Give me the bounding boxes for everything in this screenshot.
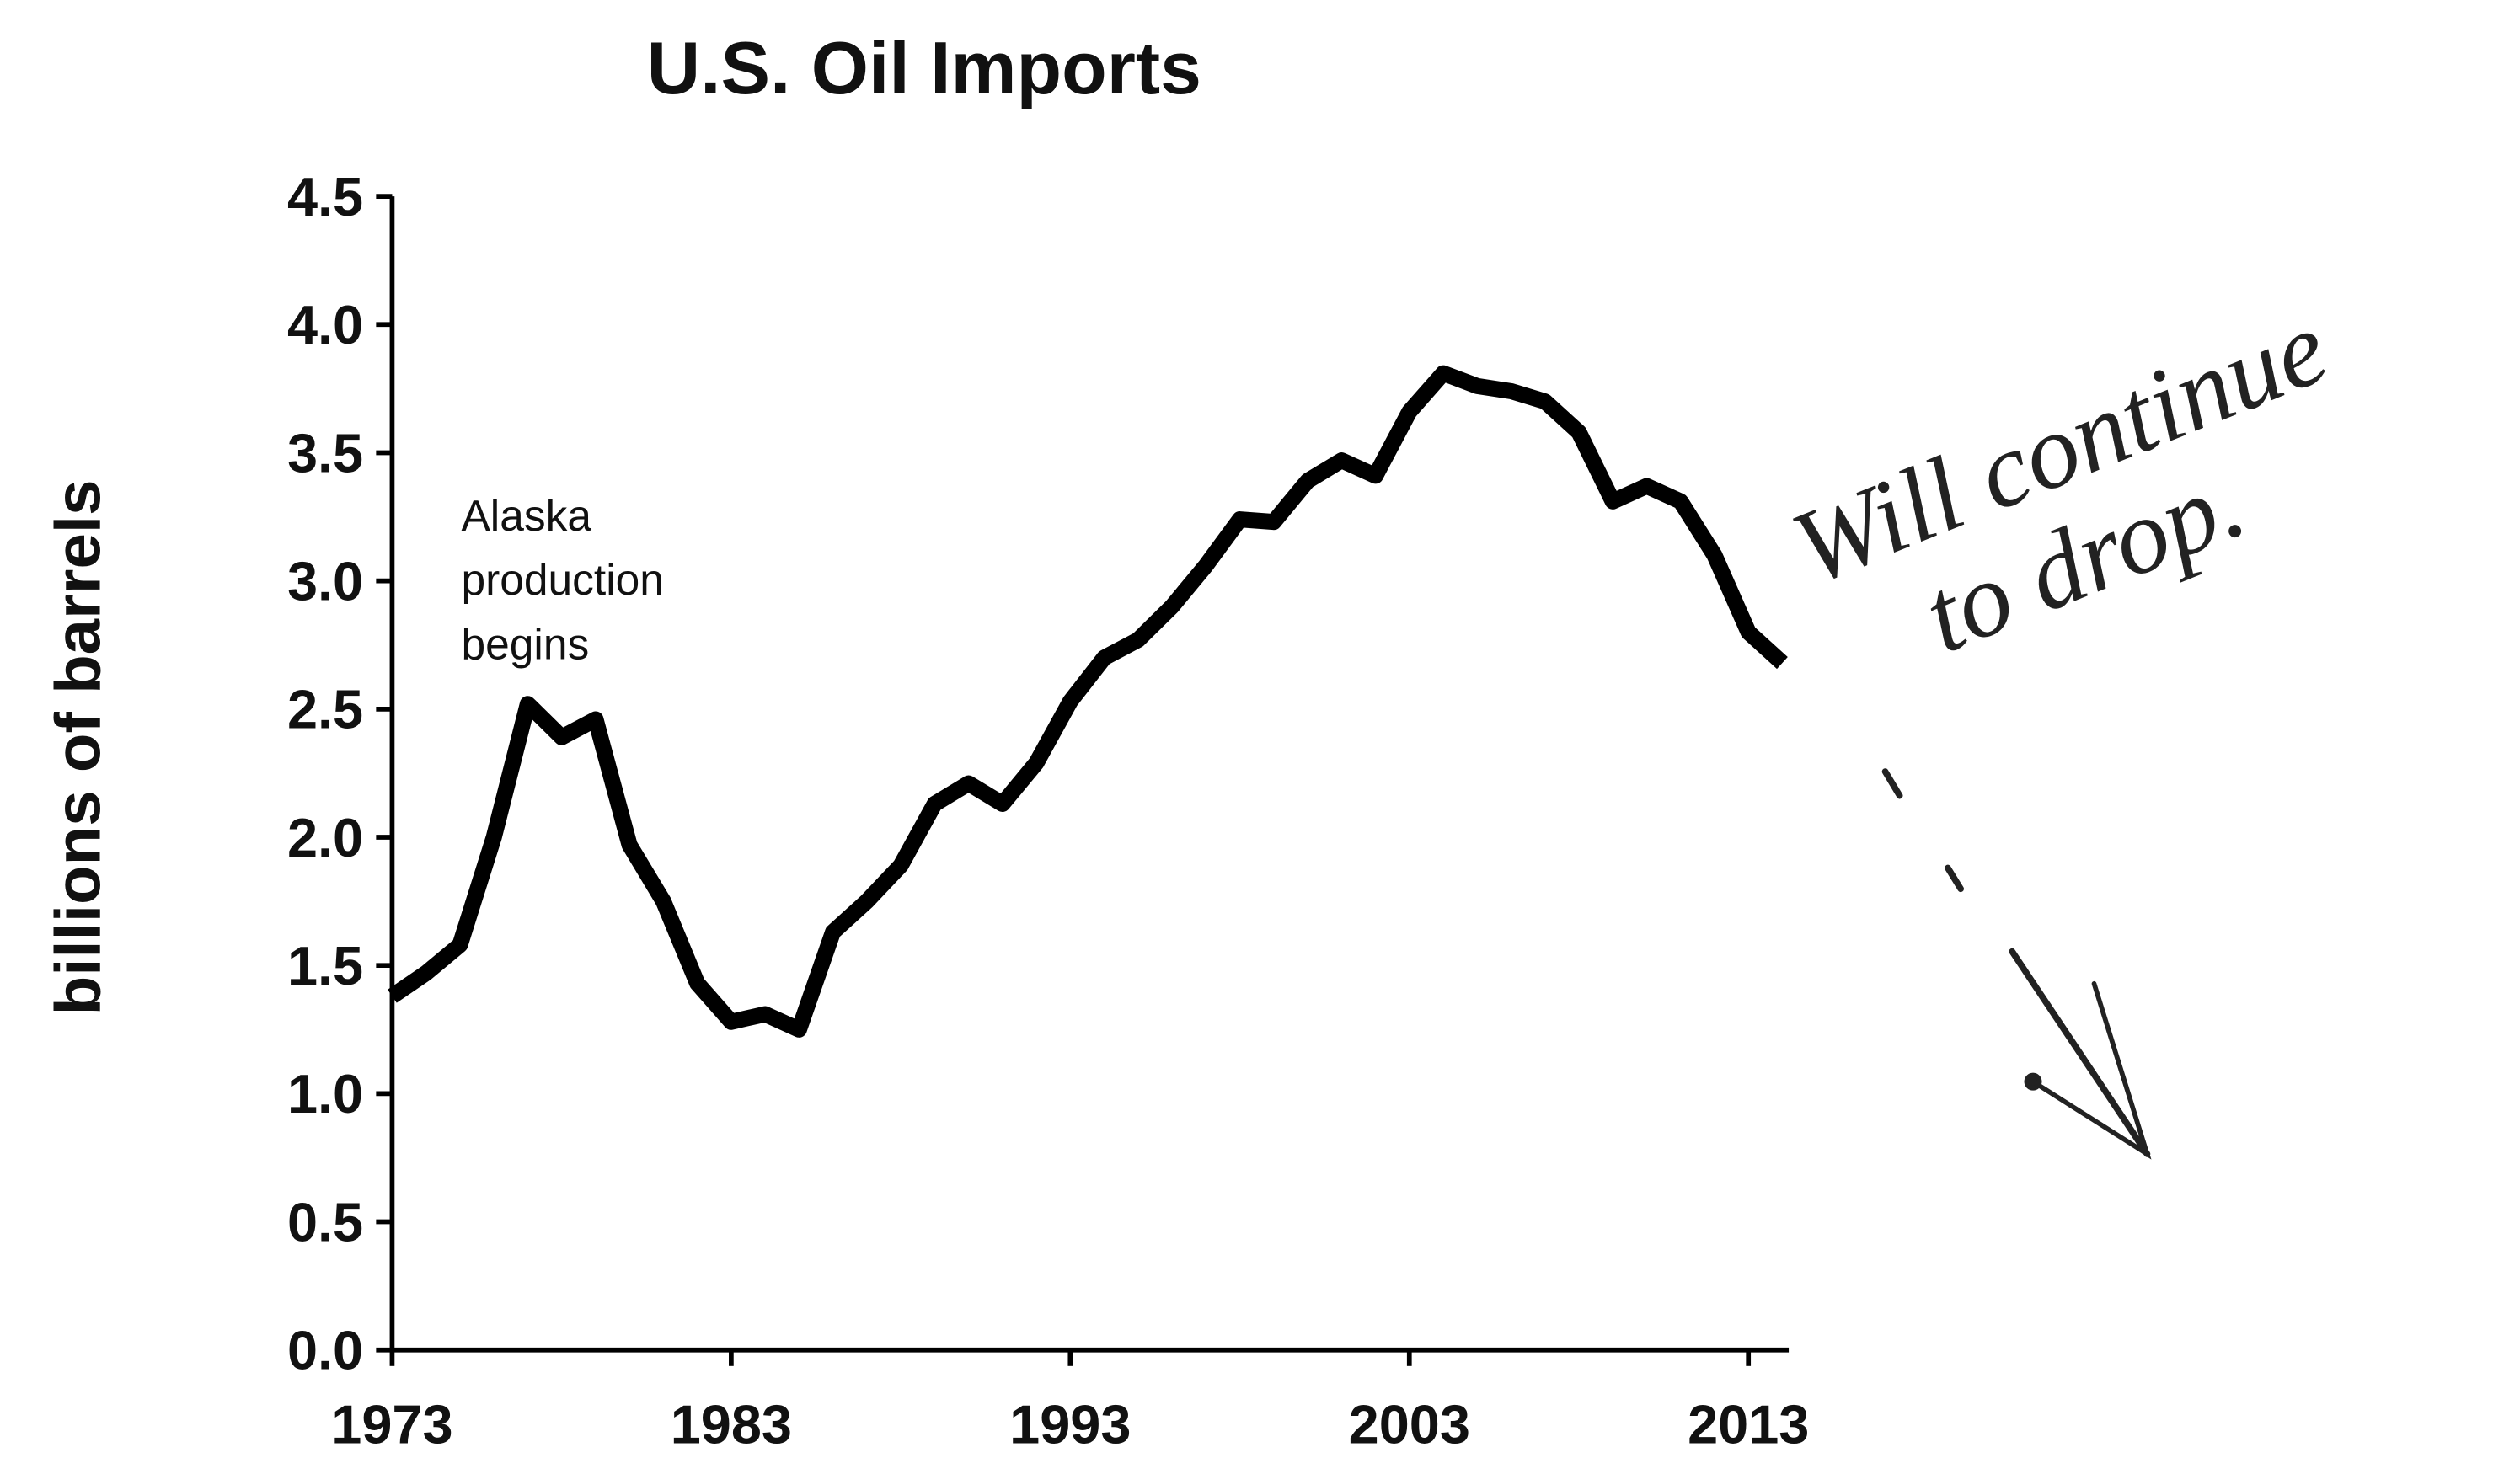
y-tick-label: 0.5 [287,1191,363,1252]
annotation: begins [461,619,589,668]
chart-title: U.S. Oil Imports [647,27,1201,109]
y-tick-label: 1.0 [287,1063,363,1124]
handwritten-note: Will continue to drop. [1777,288,2342,676]
annotation: production [461,555,664,604]
y-tick-label: 4.0 [287,294,363,355]
data-line [388,365,1788,1038]
x-tick-label: 1993 [1009,1393,1131,1455]
y-tick-label: 4.5 [287,166,363,227]
y-tick-label: 0.0 [287,1320,363,1381]
arrow [1881,768,2152,1160]
y-tick-label: 3.5 [287,422,363,483]
y-tick-label: 3.0 [287,551,363,612]
y-tick-label: 1.5 [287,935,363,996]
y-axis-label: billions of barrels [42,479,114,1015]
y-tick-label: 2.0 [287,807,363,868]
y-tick-label: 2.5 [287,679,363,740]
x-tick-label: 1983 [671,1393,792,1455]
x-tick-label: 2013 [1688,1393,1809,1455]
x-tick-label: 2003 [1349,1393,1470,1455]
x-tick-label: 1973 [331,1393,452,1455]
annotation: Alaska [461,491,591,540]
